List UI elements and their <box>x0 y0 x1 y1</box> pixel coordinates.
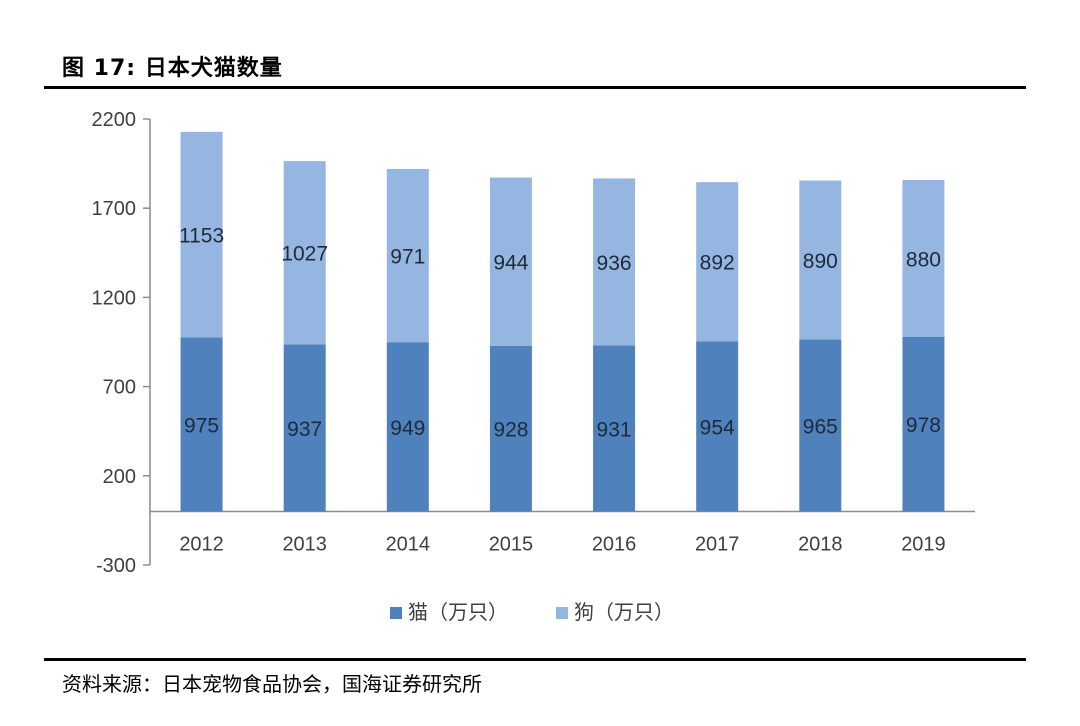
bar-segment <box>593 345 636 512</box>
top-rule <box>44 86 1026 89</box>
data-label: 892 <box>700 252 735 275</box>
data-label: 975 <box>184 415 219 438</box>
chart-axes: -300 200 700 1200 1700 2200 2012 2013 2014 2015 20… <box>92 109 975 577</box>
bar-segment <box>799 180 842 340</box>
bar-segment <box>180 131 223 338</box>
y-tick-label: -300 <box>96 555 136 577</box>
data-label: 880 <box>906 249 941 272</box>
source-note: 资料来源：日本宠物食品协会，国海证券研究所 <box>62 672 482 696</box>
y-tick-label: 2200 <box>92 109 137 131</box>
bar-segment <box>696 182 739 342</box>
data-label: 1027 <box>281 243 328 266</box>
x-tick-label: 2013 <box>282 533 327 555</box>
bar-segment <box>386 342 429 512</box>
chart-legend: 猫（万只） 狗（万只） <box>390 600 674 624</box>
y-tick-label: 1200 <box>92 287 137 309</box>
bar-segment <box>696 341 739 512</box>
x-tick-label: 2015 <box>489 533 534 555</box>
bottom-rule <box>44 658 1026 661</box>
x-tick-label: 2012 <box>179 533 224 555</box>
data-label: 949 <box>390 417 425 440</box>
chart-data-labels: 975 1153 937 1027 949 971 928 944 931 936 954 892 96… <box>179 225 941 442</box>
data-label: 944 <box>493 252 528 275</box>
data-label: 965 <box>803 415 838 438</box>
bar-segment <box>386 168 429 343</box>
data-label: 931 <box>597 418 632 441</box>
legend-swatch <box>556 607 568 619</box>
bar-segment <box>489 177 532 346</box>
x-tick-label: 2016 <box>592 533 637 555</box>
y-tick-label: 1700 <box>92 198 137 220</box>
data-label: 937 <box>287 418 322 441</box>
bar-segment <box>593 178 636 346</box>
legend-label: 狗（万只） <box>574 600 674 624</box>
bar-segment <box>902 337 945 512</box>
y-tick-label: 700 <box>103 377 136 399</box>
data-label: 1153 <box>179 225 224 248</box>
bar-segment <box>799 339 842 512</box>
x-tick-label: 2017 <box>695 533 740 555</box>
figure-title: 图 17: 日本犬猫数量 <box>62 56 283 81</box>
bar-segment <box>180 337 223 512</box>
legend-swatch <box>390 607 402 619</box>
x-tick-label: 2014 <box>386 533 431 555</box>
bar-segment <box>283 161 326 345</box>
bar-segment <box>489 345 532 512</box>
x-tick-label: 2018 <box>798 533 843 555</box>
data-label: 936 <box>597 252 632 275</box>
legend-label: 猫（万只） <box>408 600 508 624</box>
data-label: 971 <box>390 246 425 269</box>
chart-bars <box>180 131 945 512</box>
data-label: 954 <box>700 416 735 439</box>
bar-segment <box>902 180 945 338</box>
x-tick-label: 2019 <box>901 533 946 555</box>
data-label: 928 <box>493 419 528 442</box>
data-label: 978 <box>906 414 941 437</box>
y-tick-label: 200 <box>103 466 136 488</box>
bar-segment <box>283 344 326 512</box>
data-label: 890 <box>803 250 838 273</box>
